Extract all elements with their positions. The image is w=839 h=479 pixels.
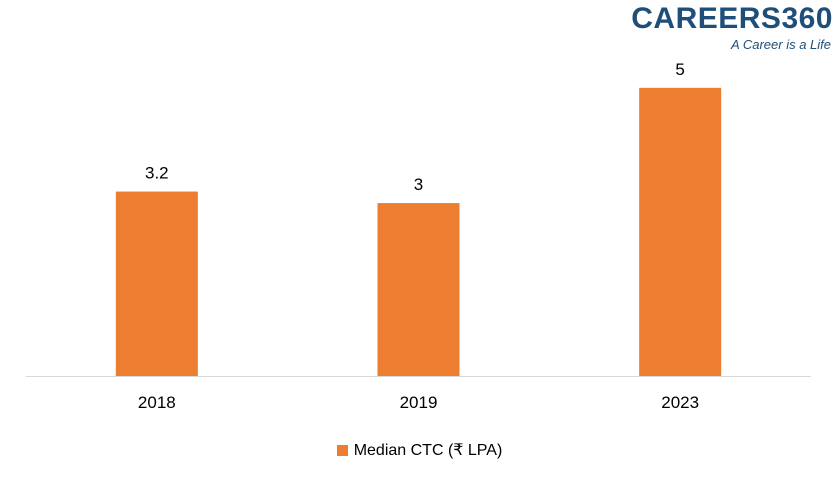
legend: Median CTC (₹ LPA) [0,440,839,461]
bar-2018 [115,191,198,376]
legend-swatch [336,444,348,456]
x-tick-label-2023: 2023 [661,393,699,412]
bar-2023 [639,87,722,377]
legend-label: Median CTC (₹ LPA) [353,442,503,459]
logo-tagline: A Career is a Life [731,37,831,52]
data-label-2023: 5 [675,60,684,79]
careers360-logo: CAREERS360 A Career is a Life [631,2,833,53]
bars-group [115,87,722,377]
x-tick-labels-group: 2018 2019 2023 [138,393,699,412]
data-labels-group: 3.2 3 5 [145,60,685,194]
bar-2019 [377,203,460,376]
data-label-2019: 3 [414,175,423,194]
x-tick-label-2019: 2019 [400,393,438,412]
data-label-2018: 3.2 [145,164,169,183]
logo-text: CAREERS360 [631,2,833,35]
x-tick-label-2018: 2018 [138,393,176,412]
